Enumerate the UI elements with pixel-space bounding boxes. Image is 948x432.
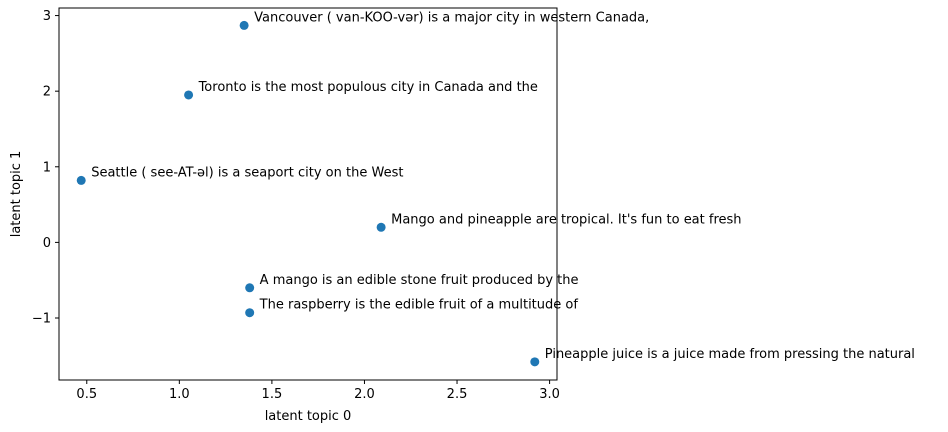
data-point	[530, 357, 540, 367]
y-tick-label: 2	[43, 85, 51, 100]
x-tick-label: 2.0	[354, 387, 375, 402]
data-point	[184, 90, 194, 100]
data-point	[376, 222, 386, 232]
point-label: Seattle ( see-AT-əl) is a seaport city o…	[91, 165, 403, 180]
x-tick-label: 1.0	[169, 387, 190, 402]
point-label: A mango is an edible stone fruit produce…	[260, 273, 579, 288]
x-axis-label: latent topic 0	[265, 409, 352, 424]
data-point	[245, 308, 255, 318]
x-tick-label: 1.5	[262, 387, 283, 402]
y-axis-label: latent topic 1	[9, 151, 24, 238]
y-tick-label: 1	[43, 160, 51, 175]
point-label: Pineapple juice is a juice made from pre…	[545, 347, 915, 362]
y-tick-label: 0	[43, 236, 51, 251]
x-tick-label: 3.0	[539, 387, 560, 402]
data-point	[76, 175, 86, 185]
plot-frame	[58, 7, 558, 381]
y-tick-label: −1	[32, 312, 51, 327]
x-tick-label: 2.5	[447, 387, 468, 402]
plot-layer: Vancouver ( van-KOO-vər) is a major city…	[76, 10, 915, 367]
point-label: The raspberry is the edible fruit of a m…	[259, 298, 579, 313]
point-label: Toronto is the most populous city in Can…	[198, 80, 538, 95]
y-tick-label: 3	[43, 9, 51, 24]
x-axis: 0.5 1.0 1.5 2.0 2.5 3.0	[76, 380, 560, 402]
point-label: Vancouver ( van-KOO-vər) is a major city…	[254, 10, 649, 25]
y-axis: −1 0 1 2 3	[32, 9, 59, 327]
data-point	[245, 283, 255, 293]
data-point	[239, 20, 249, 30]
x-tick-label: 0.5	[76, 387, 97, 402]
point-label: Mango and pineapple are tropical. It's f…	[391, 212, 741, 227]
